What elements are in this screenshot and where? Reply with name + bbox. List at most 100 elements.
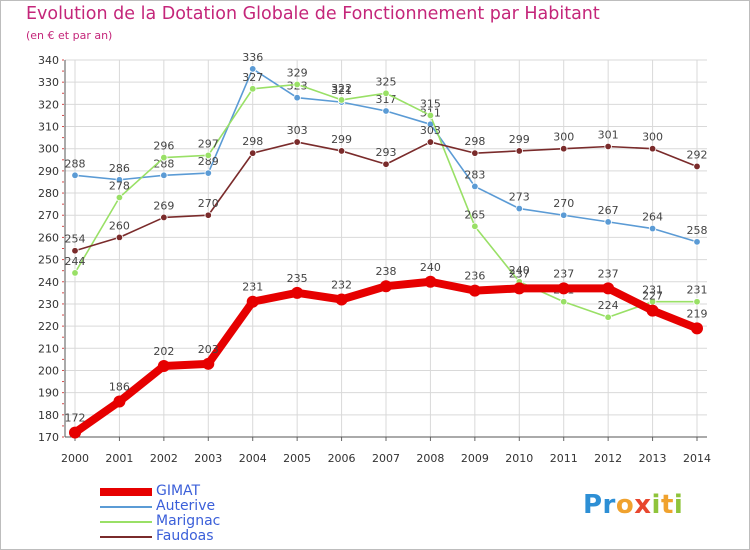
legend-swatch [100, 536, 152, 538]
data-label: 303 [420, 124, 441, 137]
data-point [693, 162, 701, 171]
data-point [160, 171, 168, 180]
data-point [648, 224, 657, 233]
data-label: 299 [509, 133, 530, 146]
data-label: 232 [331, 279, 352, 292]
data-point [293, 93, 301, 102]
chart-subtitle: (en € et par an) [26, 29, 113, 42]
data-point [382, 107, 390, 115]
data-point [246, 295, 259, 308]
data-label: 278 [109, 179, 130, 192]
data-label: 260 [109, 219, 130, 232]
legend-swatch [100, 521, 152, 523]
legend-label: GIMAT [156, 483, 201, 499]
y-tick-label: 180 [38, 409, 59, 422]
y-tick-label: 320 [38, 98, 59, 111]
data-point [560, 298, 568, 306]
data-point [646, 304, 659, 317]
data-label: 270 [553, 197, 574, 210]
data-label: 240 [509, 264, 530, 277]
x-tick-label: 2009 [461, 452, 489, 465]
data-label: 258 [687, 224, 708, 237]
data-point [293, 80, 301, 89]
data-point [426, 138, 435, 146]
data-label: 336 [242, 51, 263, 64]
y-tick-label: 270 [38, 209, 59, 222]
data-point [71, 269, 79, 277]
data-point [202, 357, 215, 370]
data-point [71, 247, 79, 255]
data-point [204, 151, 212, 160]
data-label: 237 [598, 267, 619, 280]
data-label: 237 [553, 267, 574, 280]
data-point [560, 145, 568, 153]
x-tick-label: 2002 [150, 452, 178, 465]
legend-item-faudoas: Faudoas [100, 529, 320, 544]
data-label: 315 [420, 97, 441, 110]
data-label: 296 [153, 140, 174, 153]
data-point [337, 147, 346, 155]
data-point [249, 65, 257, 73]
y-tick-label: 240 [38, 276, 59, 289]
data-point [604, 142, 612, 151]
chart-legend: GIMAT Auterive Marignac Faudoas [100, 484, 320, 544]
data-point [249, 149, 257, 157]
data-point [382, 89, 390, 97]
data-label: 289 [198, 155, 219, 168]
data-point [291, 286, 304, 299]
data-label: 231 [687, 284, 708, 297]
data-label: 325 [376, 75, 397, 88]
data-label: 327 [242, 71, 263, 84]
x-tick-label: 2007 [372, 452, 400, 465]
data-label: 203 [198, 343, 219, 356]
data-point [471, 222, 479, 231]
data-point [471, 182, 479, 191]
x-tick-label: 2010 [505, 452, 533, 465]
data-label: 329 [287, 66, 308, 79]
data-point [693, 298, 701, 306]
data-label: 286 [109, 162, 130, 175]
data-point [468, 284, 481, 297]
data-point [604, 218, 612, 226]
data-label: 303 [287, 124, 308, 137]
data-label: 297 [198, 137, 219, 150]
legend-label: Marignac [156, 513, 221, 529]
data-point [426, 111, 435, 120]
legend-label: Faudoas [156, 528, 214, 544]
y-tick-label: 300 [38, 143, 59, 156]
x-tick-label: 2004 [239, 452, 267, 465]
data-label: 231 [642, 284, 663, 297]
x-tick-label: 2001 [105, 452, 133, 465]
data-point [337, 96, 346, 104]
data-point [115, 176, 124, 184]
data-label: 231 [242, 281, 263, 294]
data-label: 270 [198, 197, 219, 210]
data-point [648, 145, 657, 153]
data-point [515, 147, 523, 155]
data-label: 219 [687, 307, 708, 320]
x-tick-label: 2013 [639, 452, 667, 465]
y-tick-label: 200 [38, 364, 59, 377]
data-point [204, 169, 212, 177]
data-label: 269 [153, 199, 174, 212]
data-label: 298 [242, 135, 263, 148]
data-label: 273 [509, 191, 530, 204]
data-label: 292 [687, 148, 708, 161]
y-tick-label: 310 [38, 121, 59, 134]
y-tick-label: 290 [38, 165, 59, 178]
data-label: 202 [153, 345, 174, 358]
data-point [71, 171, 79, 180]
data-point [380, 280, 392, 293]
data-point [515, 204, 523, 213]
data-point [160, 153, 168, 162]
data-point [115, 193, 124, 202]
data-label: 254 [65, 233, 86, 246]
y-tick-label: 230 [38, 298, 59, 311]
x-tick-label: 2003 [194, 452, 222, 465]
data-point [560, 211, 568, 219]
data-label: 321 [331, 84, 352, 97]
data-label: 244 [65, 255, 86, 268]
x-tick-label: 2000 [61, 452, 89, 465]
data-label: 264 [642, 211, 663, 224]
x-tick-label: 2005 [283, 452, 311, 465]
